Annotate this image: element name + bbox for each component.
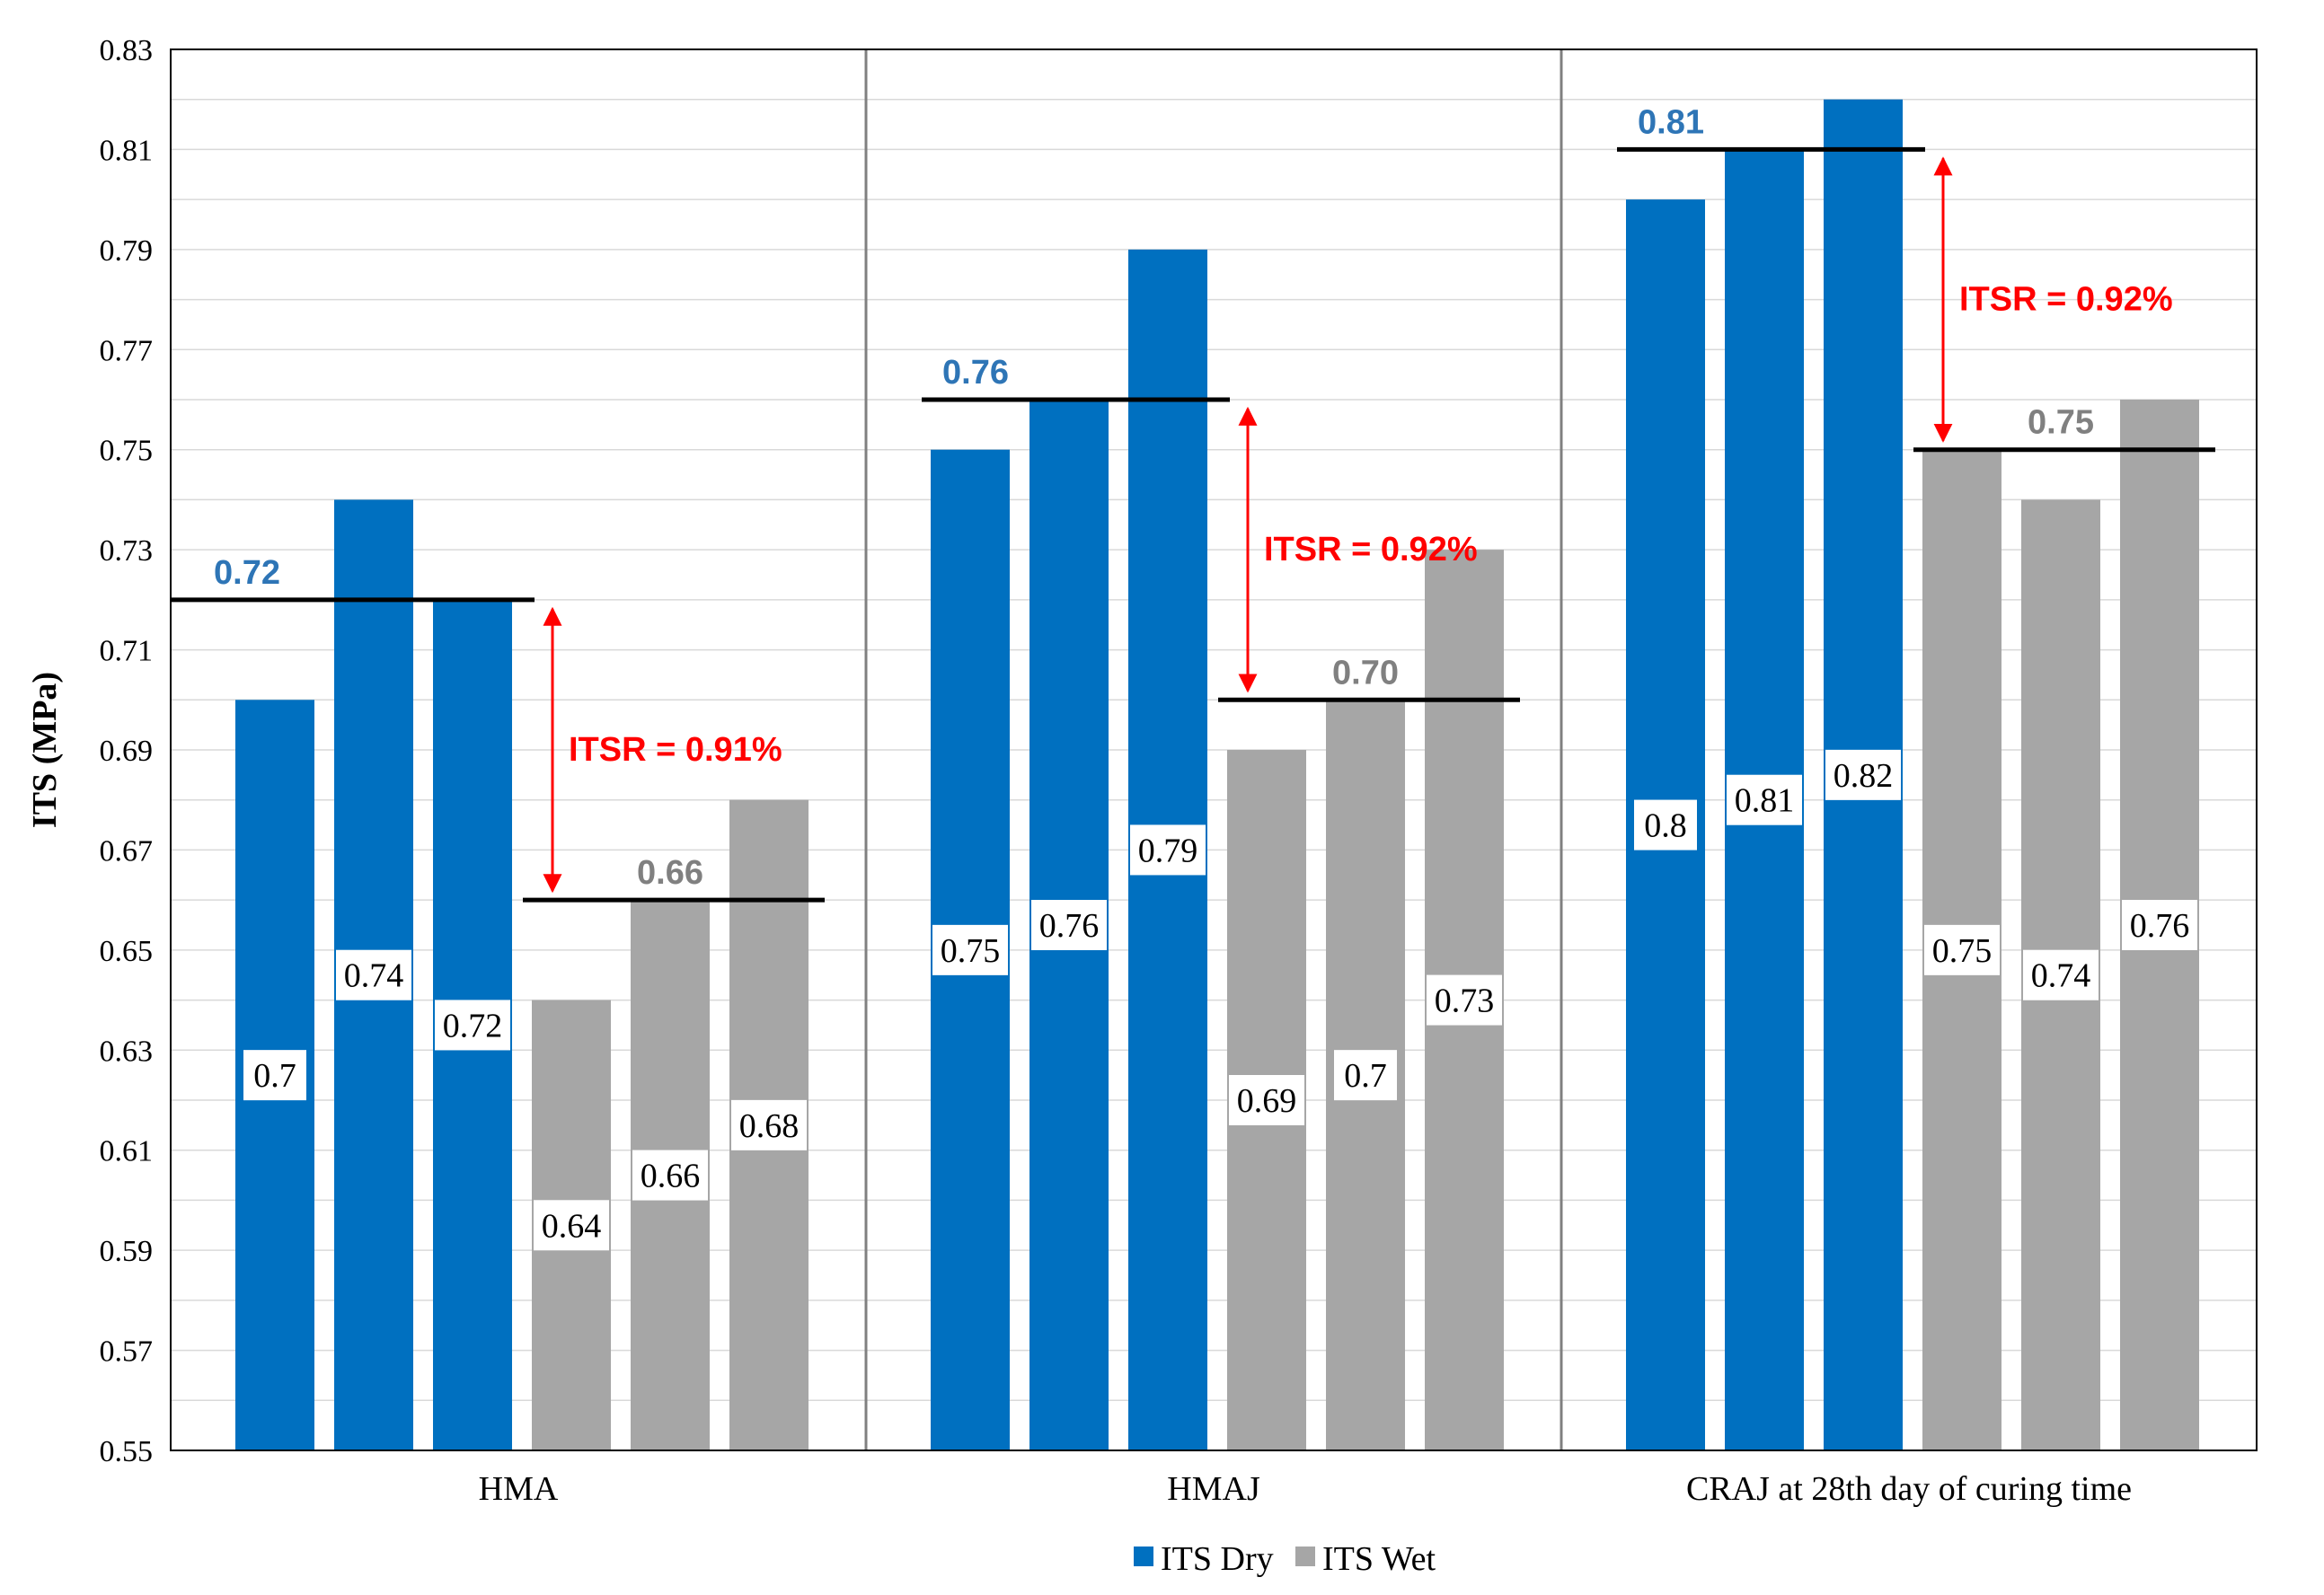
data-label-box — [435, 1000, 510, 1051]
y-tick-label: 0.69 — [100, 735, 154, 768]
legend: ITS Dry ITS Wet — [1134, 1540, 1436, 1578]
data-label-box — [731, 1099, 807, 1150]
data-label: 0.7 — [253, 1057, 296, 1095]
data-label-box — [243, 1050, 306, 1101]
data-label-box — [1334, 1050, 1397, 1101]
data-labels: 0.7 0.74 0.72 0.64 0.66 0.68 0.72 0.66 ITSR = 0.… — [214, 103, 2197, 1251]
wet-average-label: 0.75 — [2028, 404, 2094, 442]
data-label-box — [932, 924, 1008, 975]
dry-average-label: 0.76 — [942, 354, 1009, 392]
data-label-box — [632, 1150, 708, 1201]
y-tick-label: 0.73 — [100, 534, 154, 568]
x-category-label: CRAJ at 28th day of curing time — [1686, 1470, 2132, 1508]
data-label: 0.75 — [1932, 932, 1993, 970]
data-label: 0.66 — [641, 1158, 701, 1195]
y-tick-label: 0.61 — [100, 1135, 154, 1168]
data-label-box — [2122, 900, 2197, 950]
data-label-box — [1130, 824, 1206, 876]
legend-swatch-wet — [1295, 1547, 1315, 1566]
dry-average-label: 0.72 — [214, 554, 280, 592]
y-axis-title: ITS (MPa) — [26, 672, 64, 828]
data-label: 0.69 — [1237, 1082, 1297, 1120]
data-label-box — [1427, 974, 1502, 1026]
y-tick-label: 0.67 — [100, 834, 154, 868]
y-tick-label: 0.63 — [100, 1035, 154, 1068]
data-label: 0.8 — [1644, 807, 1687, 845]
data-label-box — [1031, 900, 1107, 950]
y-tick-label: 0.79 — [100, 234, 154, 268]
data-label: 0.7 — [1344, 1057, 1387, 1095]
x-category-label: HMA — [479, 1470, 559, 1508]
data-label: 0.74 — [2031, 957, 2091, 995]
plot-frame — [170, 48, 2258, 1451]
y-tick-label: 0.77 — [100, 334, 154, 367]
x-category-label: HMAJ — [1167, 1470, 1259, 1508]
y-tick-label: 0.59 — [100, 1235, 154, 1268]
data-label: 0.68 — [739, 1107, 800, 1145]
data-label-box — [1229, 1075, 1304, 1125]
data-label: 0.72 — [443, 1007, 503, 1044]
data-label: 0.75 — [941, 932, 1001, 970]
axes: 0.55 0.57 0.59 0.61 0.63 0.65 0.67 0.69 0.71 0.73… — [26, 34, 2258, 1508]
average-lines — [171, 146, 2215, 903]
legend-label-dry: ITS Dry — [1161, 1540, 1274, 1578]
data-label-box — [1727, 774, 1802, 825]
dry-average-label: 0.81 — [1638, 103, 1704, 141]
data-label: 0.74 — [344, 957, 404, 995]
data-label-box — [1825, 749, 1901, 800]
data-label: 0.64 — [542, 1207, 602, 1245]
data-label-box — [2023, 949, 2099, 1000]
y-tick-label: 0.71 — [100, 635, 154, 668]
y-tick-label: 0.57 — [100, 1335, 154, 1369]
legend-label-wet: ITS Wet — [1322, 1540, 1436, 1578]
wet-average-label: 0.66 — [637, 854, 703, 892]
y-tick-label: 0.81 — [100, 134, 154, 167]
itsr-label: ITSR = 0.92% — [1264, 531, 1478, 568]
wet-average-label: 0.70 — [1332, 654, 1399, 692]
data-label: 0.82 — [1834, 757, 1894, 795]
data-label: 0.81 — [1735, 782, 1795, 820]
y-tick-label: 0.83 — [100, 34, 154, 67]
bars — [235, 99, 2199, 1451]
data-label: 0.73 — [1435, 983, 1495, 1020]
y-tick-label: 0.75 — [100, 435, 154, 468]
y-tick-label: 0.65 — [100, 935, 154, 968]
legend-swatch-dry — [1134, 1547, 1153, 1566]
data-label: 0.76 — [1039, 907, 1100, 945]
data-label-box — [1924, 924, 2000, 975]
data-label-box — [534, 1200, 609, 1251]
itsr-label: ITSR = 0.92% — [1959, 281, 2173, 319]
data-label: 0.76 — [2130, 907, 2190, 945]
data-label: 0.79 — [1138, 832, 1198, 869]
data-label-box — [336, 949, 411, 1000]
group-separators — [864, 49, 1563, 1450]
itsr-label: ITSR = 0.91% — [569, 731, 782, 769]
data-label-box — [1634, 799, 1697, 850]
y-tick-label: 0.55 — [100, 1435, 154, 1468]
